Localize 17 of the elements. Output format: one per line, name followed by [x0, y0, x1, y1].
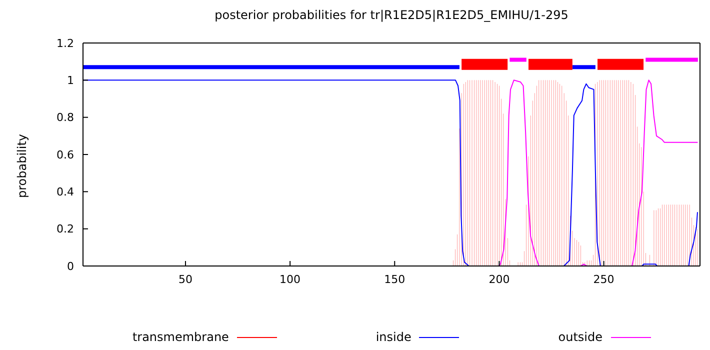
y-tick-label: 1.2	[56, 36, 74, 50]
y-tick-label: 0.8	[56, 111, 74, 124]
legend-label: inside	[376, 330, 412, 344]
y-tick-label: 0.6	[56, 148, 74, 162]
y-axis-title: probability	[15, 134, 29, 198]
y-tick-label: 0.4	[56, 186, 74, 199]
x-tick-label: 100	[280, 272, 301, 286]
y-tick-label: 1	[67, 74, 74, 88]
x-tick-label: 250	[593, 272, 614, 286]
y-tick-label: 0	[67, 260, 74, 273]
chart-title: posterior probabilities for tr|R1E2D5|R1E2D5_EMIHU/1-295	[214, 8, 570, 22]
x-tick-label: 200	[488, 272, 510, 286]
x-tick-label: 150	[384, 272, 406, 286]
x-tick-label: 50	[178, 272, 192, 286]
legend-label: transmembrane	[132, 330, 229, 344]
legend-label: outside	[558, 330, 603, 344]
y-tick-label: 0.2	[56, 222, 74, 236]
